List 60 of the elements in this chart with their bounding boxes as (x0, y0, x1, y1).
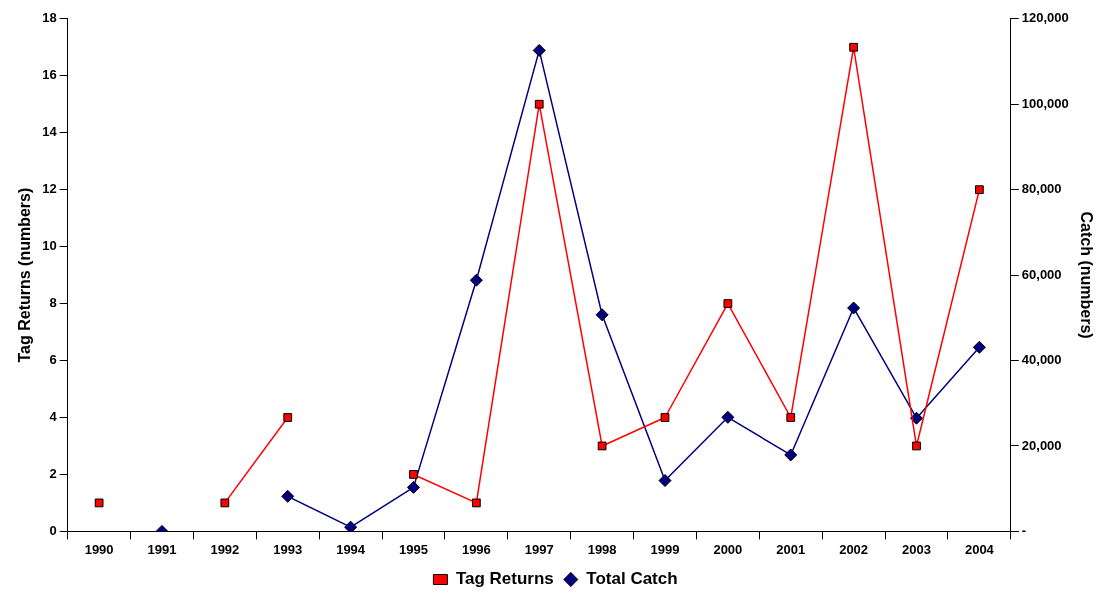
point (281, 489, 295, 503)
point (220, 498, 230, 508)
y2-tick-label: 100,000 (1021, 95, 1069, 111)
x-tick-label: 1998 (587, 541, 617, 557)
x-tick-label: 2000 (713, 541, 743, 557)
y-tick-label: 0 (49, 522, 57, 538)
y2-tick-label: 20,000 (1021, 437, 1062, 453)
y-tick-label: 8 (49, 295, 57, 311)
x-tick-label: 1990 (84, 541, 114, 557)
y-axis-title: Tag Returns (numbers) (16, 187, 34, 363)
y-tick-label: 14 (42, 124, 58, 140)
y2-axis-title: Catch (numbers) (1077, 211, 1095, 339)
x-tick-label: 1993 (273, 541, 303, 557)
point (784, 448, 798, 462)
point (344, 520, 358, 532)
x-tick-label: 1996 (461, 541, 491, 557)
y-tick-label: 10 (42, 238, 57, 254)
point (406, 480, 420, 494)
y-tick-label: 2 (49, 466, 57, 482)
point (786, 413, 796, 422)
point (660, 413, 670, 422)
legend-label: Tag Returns (455, 569, 554, 589)
point (721, 410, 735, 424)
x-tick-label: 1997 (524, 541, 554, 557)
point (597, 441, 607, 451)
point (595, 308, 609, 322)
x-tick-label: 2003 (902, 541, 931, 557)
x-tick-label: 1994 (336, 541, 366, 557)
x-tick-label: 1995 (399, 541, 428, 557)
x-tick-label: 2002 (839, 541, 869, 557)
point (409, 470, 418, 479)
point (534, 99, 544, 109)
y-tick-label: 18 (42, 10, 57, 26)
point (469, 273, 483, 287)
y-tick-label: 16 (42, 67, 57, 83)
y2-tick-label: - (1021, 522, 1027, 538)
point (849, 42, 859, 52)
y2-tick-label: 60,000 (1021, 266, 1062, 282)
y-tick-label: 12 (42, 181, 57, 197)
point (283, 413, 293, 422)
point (532, 43, 546, 57)
point (972, 340, 986, 354)
point (974, 185, 984, 195)
legend-label: Total Catch (586, 569, 678, 589)
y2-tick-label: 80,000 (1021, 181, 1062, 197)
point (94, 498, 104, 508)
x-tick-label: 2004 (964, 541, 995, 557)
y-tick-label: 4 (49, 409, 58, 425)
x-tick-label: 1991 (147, 541, 177, 557)
y2-tick-label: 40,000 (1021, 352, 1062, 368)
point (723, 299, 733, 308)
point (847, 301, 861, 315)
x-tick-label: 1992 (210, 541, 240, 557)
y-tick-label: 6 (49, 352, 57, 368)
point (471, 498, 481, 508)
x-tick-label: 2001 (776, 541, 806, 557)
point (912, 441, 921, 451)
x-tick-label: 1999 (650, 541, 680, 557)
y2-tick-label: 120,000 (1021, 10, 1069, 26)
point (658, 474, 672, 488)
